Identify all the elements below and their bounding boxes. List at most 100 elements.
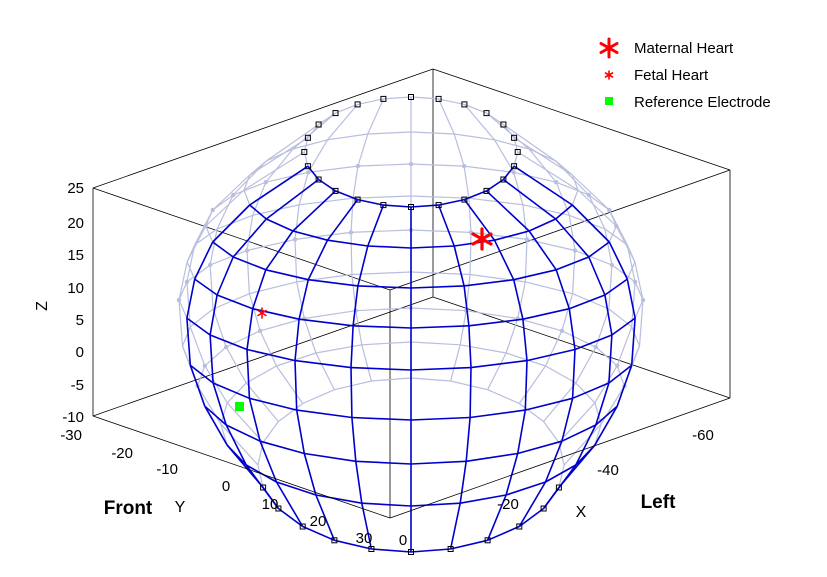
mesh-ring-segment-hidden [276, 352, 317, 367]
mesh-ring-segment-hidden [525, 281, 573, 295]
mesh-node-hidden [207, 262, 213, 268]
mesh-ring-segment-hidden [460, 344, 507, 354]
mesh-node [555, 484, 562, 491]
legend-item-reference-electrode: Reference Electrode [605, 94, 771, 111]
mesh-node [380, 95, 387, 102]
mesh-meridian-segment [251, 269, 267, 309]
mesh-node [275, 505, 282, 512]
mesh-node [315, 176, 322, 183]
mesh-meridian-segment-hidden [561, 293, 574, 331]
mesh-meridian-segment [209, 334, 214, 384]
mesh-meridian-segment-hidden [197, 385, 222, 425]
mesh-meridian-segment [588, 256, 606, 296]
mesh-meridian-segment-hidden [209, 228, 218, 266]
mesh-node-hidden [257, 328, 263, 333]
mesh-meridian-segment-hidden [571, 174, 610, 211]
mesh-ring-segment-hidden [450, 380, 488, 391]
mesh-ring-segment [555, 256, 590, 271]
mesh-ring-segment-hidden [468, 197, 523, 206]
z-tick-label: 5 [76, 312, 84, 329]
mesh-ring-segment-hidden [545, 365, 577, 384]
mesh-meridian-segment [630, 318, 636, 366]
mesh-meridian-segment-hidden [298, 172, 309, 205]
mesh-ring-segment-hidden [438, 98, 465, 105]
mesh-node-hidden [348, 230, 354, 235]
mesh-meridian-segment-hidden [572, 250, 576, 294]
z-tick-label: -10 [62, 409, 84, 426]
mesh-meridian-segment-hidden [505, 318, 519, 354]
mesh-ring-segment-hidden [631, 326, 641, 347]
mesh-meridian-segment [542, 464, 577, 509]
mesh-ring-segment-hidden [611, 264, 636, 283]
mesh-ring-segment-hidden [204, 346, 227, 367]
legend-label: Maternal Heart [634, 40, 734, 57]
mesh-ring-segment-hidden [571, 174, 579, 191]
mesh-ring-segment [525, 397, 573, 411]
mesh-ring-segment [410, 502, 461, 507]
mesh-meridian-segment-hidden [243, 151, 305, 191]
mesh-ring-segment [209, 334, 248, 351]
mesh-ring-segment-hidden [555, 181, 590, 196]
mesh-meridian-segment [512, 279, 524, 320]
z-tick-label: 20 [67, 215, 84, 232]
mesh-ring-segment [469, 409, 526, 419]
mesh-ring-segment-hidden [216, 214, 253, 230]
mesh-ring-segment-hidden [608, 308, 633, 328]
mesh-ring-segment-hidden [561, 330, 597, 348]
mesh-ring-segment-hidden [220, 423, 228, 446]
mesh-meridian-segment-hidden [246, 215, 254, 251]
mesh-ring-segment-hidden [178, 281, 188, 301]
legend: Maternal Heart Fetal Heart Reference Ele… [599, 37, 771, 111]
mesh-ring-segment [410, 366, 472, 371]
mesh-meridian-segment [505, 453, 519, 496]
mesh-meridian-segment [485, 190, 530, 232]
mesh-meridian-segment [555, 269, 571, 309]
mesh-ring-segment [464, 278, 514, 287]
x-axis: 0 -20 -40 -60 X [399, 427, 714, 549]
mesh-meridian-segment [248, 398, 261, 442]
mesh-meridian-segment [193, 241, 214, 280]
mesh-node [304, 163, 311, 170]
mesh-ring-segment [468, 318, 523, 327]
mesh-meridian-segment-hidden [350, 232, 353, 275]
mesh-meridian-segment [522, 319, 528, 361]
mesh-ring-segment [410, 460, 467, 465]
mesh-meridian-segment [469, 367, 472, 418]
mesh-ring-segment-hidden [410, 377, 451, 382]
mesh-meridian-segment [189, 364, 206, 407]
mesh-node [380, 202, 387, 209]
mesh-meridian-segment-hidden [575, 346, 597, 384]
mesh-meridian-segment [502, 178, 557, 220]
mesh-ring-segment [249, 397, 297, 411]
mesh-ring-segment [450, 539, 488, 550]
mesh-meridian-segment [315, 494, 336, 541]
mesh-meridian-segment [453, 245, 465, 287]
y-tick-label: 20 [310, 513, 327, 530]
mesh-node-hidden [176, 297, 182, 303]
mesh-ring-segment-hidden [466, 310, 518, 320]
mesh-ring-segment [350, 366, 412, 371]
mesh-node-hidden [640, 297, 646, 303]
mesh-meridian-segment [294, 319, 300, 361]
mesh-ring-segment [277, 507, 304, 528]
mesh-node-hidden [203, 223, 208, 229]
mesh-meridian-segment [357, 245, 369, 287]
mesh-ring-segment-hidden [299, 197, 354, 206]
mesh-meridian-segment [265, 230, 294, 271]
mesh-ring-segment [315, 494, 362, 504]
mesh-meridian-segment [561, 398, 574, 442]
mesh-node-hidden [408, 161, 414, 167]
mesh-meridian-segment-hidden [588, 194, 606, 230]
mesh-ring-segment [522, 307, 570, 320]
mesh-ring-segment [249, 204, 267, 220]
mesh-ring-segment-hidden [464, 103, 487, 114]
mesh-ring-segment [276, 481, 317, 496]
mesh-ring-segment-hidden [410, 195, 469, 199]
mesh-node [260, 484, 267, 491]
mesh-meridian-segment-hidden [438, 98, 455, 135]
mesh-node [511, 134, 518, 141]
mesh-node-hidden [609, 262, 615, 268]
mesh-meridian-segment [528, 230, 557, 271]
mesh-ring-segment-hidden [410, 271, 471, 276]
mesh-node [540, 505, 547, 512]
